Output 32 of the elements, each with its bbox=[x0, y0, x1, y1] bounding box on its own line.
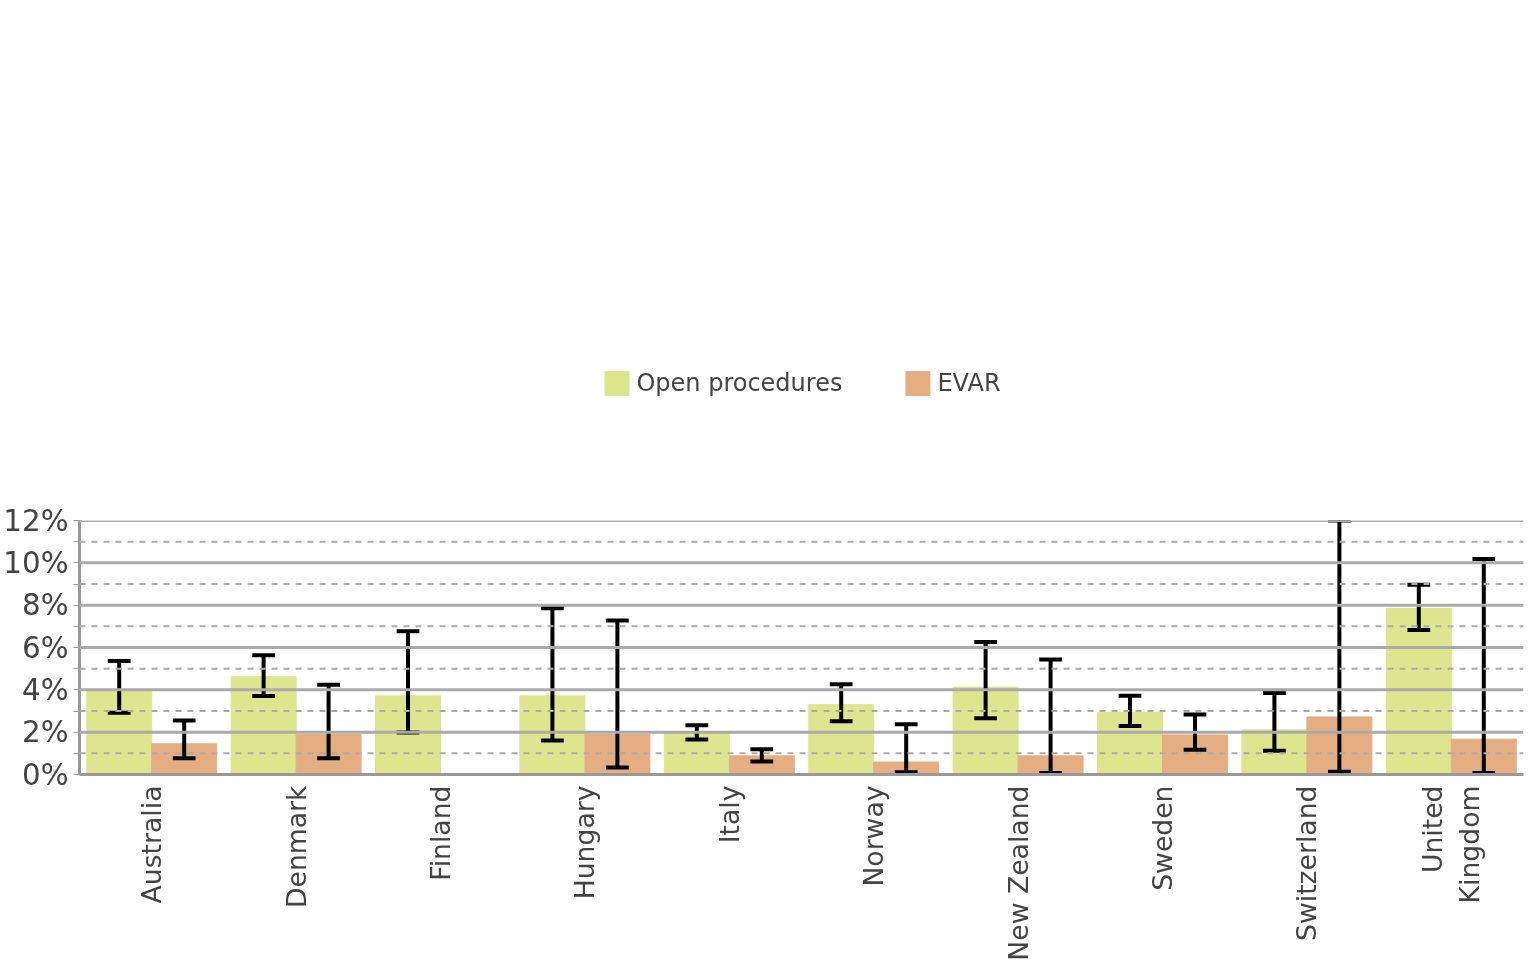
bar bbox=[86, 689, 153, 775]
bar bbox=[230, 676, 297, 775]
bar bbox=[375, 695, 441, 775]
x-tick-label: Denmark bbox=[280, 784, 312, 909]
y-tick-label: 4% bbox=[21, 672, 69, 707]
y-tick-label: 12% bbox=[3, 503, 69, 538]
bar bbox=[728, 755, 795, 775]
bar bbox=[1162, 734, 1228, 775]
y-tick-label: 10% bbox=[3, 545, 69, 580]
bar bbox=[808, 704, 875, 775]
x-tick-label: Italy bbox=[713, 785, 745, 844]
x-tick-label: Sweden bbox=[1147, 785, 1178, 891]
x-tick-label: Switzerland bbox=[1291, 785, 1323, 941]
bar bbox=[151, 743, 218, 775]
bar bbox=[584, 733, 651, 775]
bar bbox=[1306, 716, 1373, 775]
bar bbox=[1385, 607, 1452, 775]
x-tick-label: Australia bbox=[136, 785, 168, 904]
bar bbox=[1097, 711, 1163, 775]
y-tick-label: 0% bbox=[21, 757, 69, 792]
y-tick-label: 8% bbox=[21, 588, 69, 623]
x-tick-label: New Zealand bbox=[1002, 785, 1034, 961]
legend-label: EVAR bbox=[937, 368, 1001, 397]
x-tick-label: Norway bbox=[858, 785, 890, 887]
bar bbox=[1017, 755, 1084, 775]
bar bbox=[952, 686, 1019, 775]
legend-label: Open procedures bbox=[636, 368, 843, 397]
x-tick-label: Finland bbox=[425, 785, 456, 881]
y-tick-label: 6% bbox=[21, 630, 69, 665]
x-tick-label: United Kingdom bbox=[1417, 785, 1486, 904]
y-tick-label: 2% bbox=[21, 715, 69, 750]
x-tick-label: Hungary bbox=[569, 785, 601, 900]
